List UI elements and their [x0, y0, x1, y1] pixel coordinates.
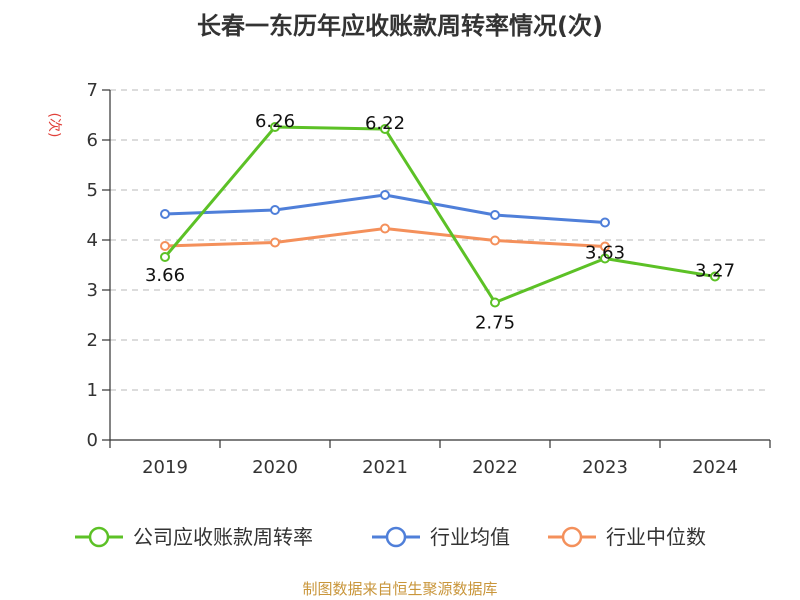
- y-axis-label: (次): [46, 113, 62, 138]
- data-point: [490, 297, 500, 308]
- x-tick-label: 2022: [472, 457, 518, 478]
- legend-marker-1: [385, 526, 407, 548]
- data-point: [380, 124, 390, 134]
- y-tick-label: 2: [87, 330, 98, 351]
- data-point: [160, 241, 170, 251]
- data-point: [600, 217, 610, 228]
- data-labels: 3.66 6.26 6.22 2.75 3.63 3.27: [145, 111, 735, 334]
- legend-label-1: 行业均值: [430, 525, 510, 549]
- data-point: [160, 252, 170, 262]
- x-tick-label: 2020: [252, 457, 298, 478]
- axes: 0 1 2 3 4 5 6 7 2019 2020 2021 2022 2023 2024: [87, 80, 771, 478]
- y-tick-label: 0: [87, 430, 98, 451]
- data-label: 6.22: [365, 113, 405, 134]
- chart-title: 长春一东历年应收账款周转率情况(次): [197, 12, 603, 40]
- data-label: 3.66: [145, 265, 185, 286]
- x-tick-label: 2024: [692, 457, 738, 478]
- data-point: [270, 122, 280, 132]
- data-point: [160, 209, 170, 219]
- y-tick-label: 1: [87, 380, 98, 401]
- legend-label-0: 公司应收账款周转率: [133, 525, 313, 549]
- y-tick-label: 7: [87, 80, 98, 101]
- data-point: [600, 241, 610, 252]
- data-point: [600, 253, 610, 264]
- x-tick-label: 2021: [362, 457, 408, 478]
- data-label: 3.27: [695, 261, 735, 282]
- data-label: 2.75: [475, 313, 515, 334]
- source-note: 制图数据来自恒生聚源数据库: [302, 580, 497, 598]
- legend-marker-0: [88, 526, 110, 548]
- data-label: 3.63: [585, 243, 625, 264]
- x-tick-label: 2019: [142, 457, 188, 478]
- y-tick-label: 4: [87, 230, 98, 251]
- data-point: [710, 271, 720, 282]
- data-point: [380, 223, 390, 234]
- data-point: [490, 235, 500, 246]
- data-point: [270, 205, 280, 215]
- y-tick-label: 6: [87, 130, 98, 151]
- y-tick-label: 5: [87, 180, 98, 201]
- data-label: 6.26: [255, 111, 295, 132]
- data-point: [490, 210, 500, 220]
- y-tick-label: 3: [87, 280, 98, 301]
- legend-marker-2: [561, 526, 583, 548]
- series-line-0: [163, 125, 717, 304]
- data-point: [380, 190, 390, 200]
- x-tick-label: 2023: [582, 457, 628, 478]
- grid-lines: [110, 89, 770, 391]
- data-point: [270, 237, 280, 248]
- legend-label-2: 行业中位数: [606, 525, 706, 549]
- series-layer: [160, 122, 720, 308]
- legend: 公司应收账款周转率 行业均值 行业中位数: [75, 525, 706, 549]
